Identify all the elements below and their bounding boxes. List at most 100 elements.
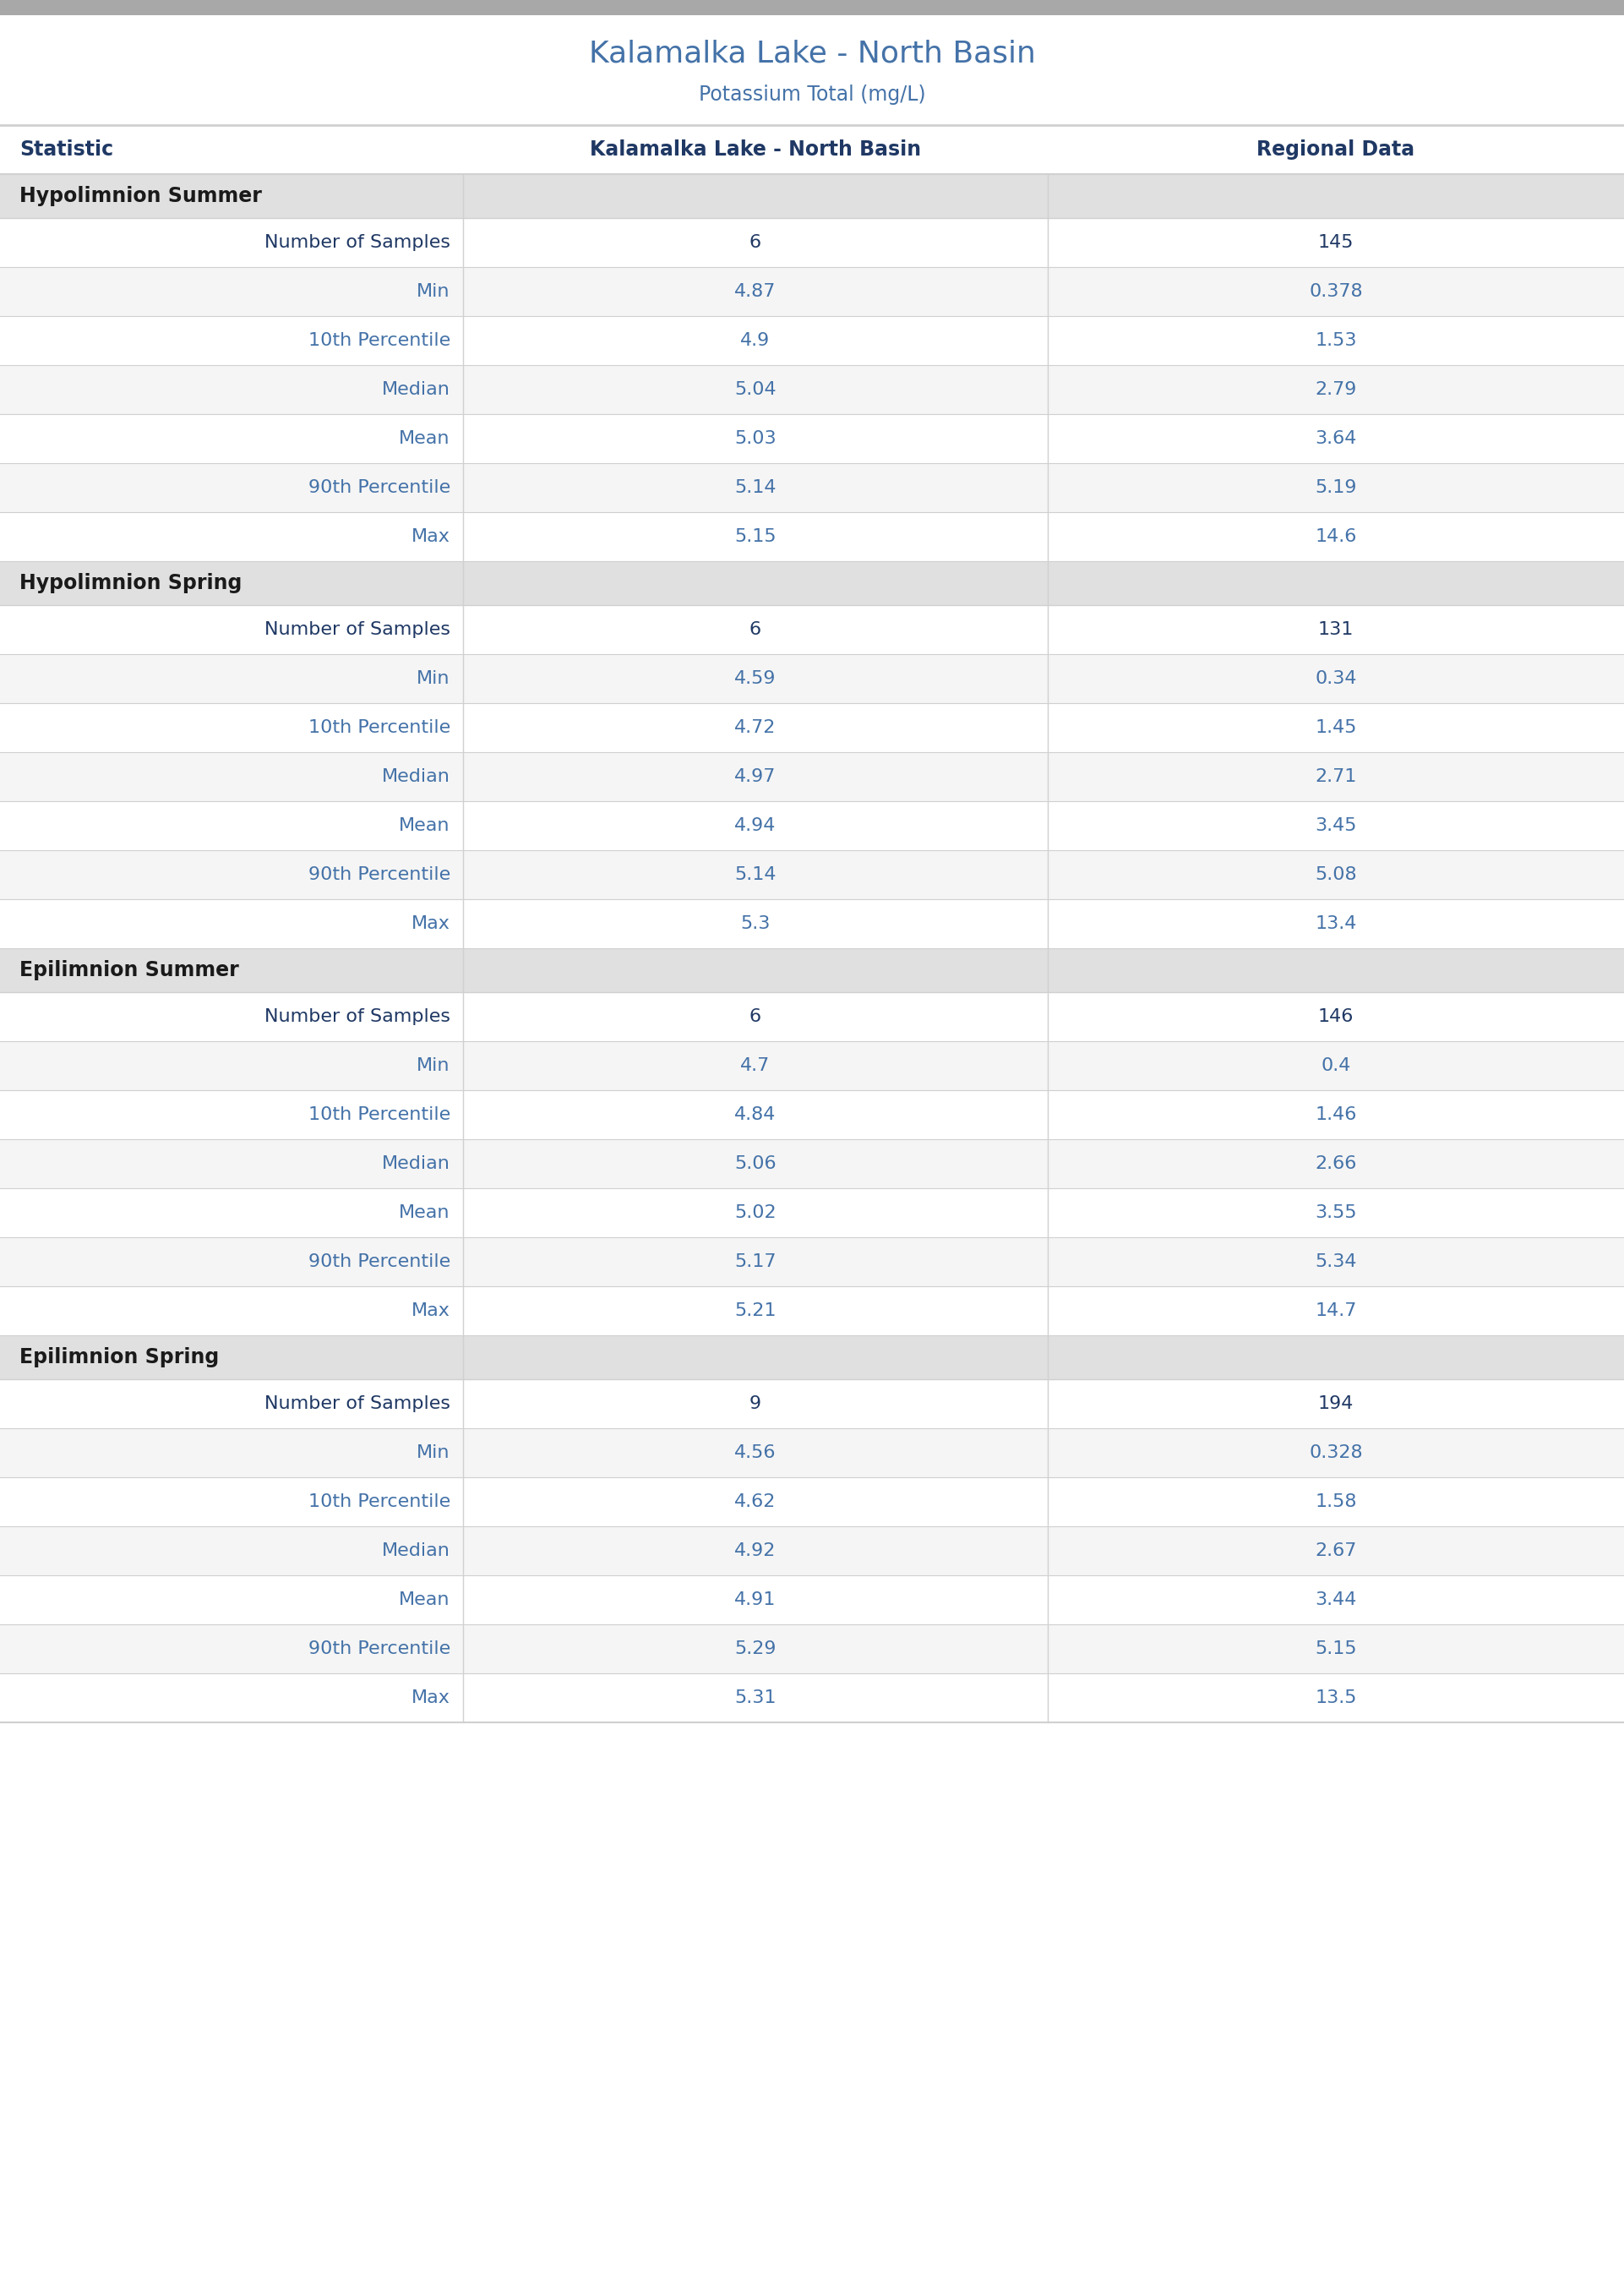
Text: Max: Max	[411, 1689, 450, 1707]
Bar	[0, 1287, 1624, 1335]
Text: Epilimnion Summer: Epilimnion Summer	[19, 960, 239, 981]
Bar	[0, 561, 1624, 606]
Text: 5.34: 5.34	[1315, 1253, 1356, 1271]
Text: Min: Min	[417, 1444, 450, 1462]
Text: Max: Max	[411, 915, 450, 933]
Text: 1.45: 1.45	[1315, 720, 1356, 735]
Text: 6: 6	[749, 1008, 762, 1026]
Text: 3.64: 3.64	[1315, 431, 1356, 447]
Text: 3.55: 3.55	[1315, 1205, 1356, 1221]
Text: 4.72: 4.72	[734, 720, 776, 735]
Text: 1.58: 1.58	[1315, 1494, 1356, 1510]
Text: 5.31: 5.31	[734, 1689, 776, 1707]
Text: Kalamalka Lake - North Basin: Kalamalka Lake - North Basin	[590, 138, 921, 159]
Text: 5.02: 5.02	[734, 1205, 776, 1221]
Bar	[0, 1428, 1624, 1478]
Bar	[0, 268, 1624, 316]
Text: 4.62: 4.62	[734, 1494, 776, 1510]
Bar	[0, 1380, 1624, 1428]
Text: 5.3: 5.3	[741, 915, 770, 933]
Text: 9: 9	[749, 1396, 762, 1412]
Text: 3.44: 3.44	[1315, 1591, 1356, 1607]
Bar	[0, 16, 1624, 125]
Bar	[0, 175, 1624, 218]
Text: Mean: Mean	[400, 431, 450, 447]
Text: 4.87: 4.87	[734, 284, 776, 300]
Text: 131: 131	[1317, 622, 1354, 638]
Text: 2.67: 2.67	[1315, 1541, 1356, 1559]
Text: Number of Samples: Number of Samples	[265, 622, 450, 638]
Bar	[0, 1673, 1624, 1723]
Text: Mean: Mean	[400, 1205, 450, 1221]
Text: 0.4: 0.4	[1320, 1058, 1351, 1074]
Text: Min: Min	[417, 284, 450, 300]
Bar	[0, 1625, 1624, 1673]
Bar	[0, 1335, 1624, 1380]
Text: Regional Data: Regional Data	[1257, 138, 1415, 159]
Bar	[0, 949, 1624, 992]
Text: Number of Samples: Number of Samples	[265, 1008, 450, 1026]
Text: 4.56: 4.56	[734, 1444, 776, 1462]
Text: 4.92: 4.92	[734, 1541, 776, 1559]
Text: 5.04: 5.04	[734, 381, 776, 397]
Text: 1.53: 1.53	[1315, 331, 1356, 350]
Text: 14.6: 14.6	[1315, 529, 1356, 545]
Text: 5.21: 5.21	[734, 1303, 776, 1319]
Text: 5.19: 5.19	[1315, 479, 1356, 497]
Bar	[0, 316, 1624, 365]
Text: 6: 6	[749, 234, 762, 252]
Text: 194: 194	[1317, 1396, 1354, 1412]
Text: 4.94: 4.94	[734, 817, 776, 833]
Bar	[0, 365, 1624, 413]
Text: 146: 146	[1317, 1008, 1354, 1026]
Text: 0.328: 0.328	[1309, 1444, 1363, 1462]
Text: 13.5: 13.5	[1315, 1689, 1356, 1707]
Text: 5.06: 5.06	[734, 1155, 776, 1171]
Text: 90th Percentile: 90th Percentile	[309, 1253, 450, 1271]
Bar	[0, 851, 1624, 899]
Text: Median: Median	[382, 767, 450, 785]
Bar	[0, 899, 1624, 949]
Bar	[0, 463, 1624, 513]
Text: Statistic: Statistic	[19, 138, 114, 159]
Bar	[0, 992, 1624, 1042]
Bar	[0, 1187, 1624, 1237]
Text: 5.15: 5.15	[1315, 1641, 1356, 1657]
Bar	[0, 704, 1624, 751]
Text: Number of Samples: Number of Samples	[265, 234, 450, 252]
Text: Mean: Mean	[400, 817, 450, 833]
Text: Hypolimnion Spring: Hypolimnion Spring	[19, 572, 242, 592]
Bar	[0, 413, 1624, 463]
Text: 2.66: 2.66	[1315, 1155, 1356, 1171]
Text: 4.84: 4.84	[734, 1105, 776, 1124]
Text: 3.45: 3.45	[1315, 817, 1356, 833]
Bar	[0, 0, 1624, 16]
Text: 5.14: 5.14	[734, 479, 776, 497]
Text: Epilimnion Spring: Epilimnion Spring	[19, 1346, 219, 1367]
Text: 5.03: 5.03	[734, 431, 776, 447]
Text: 90th Percentile: 90th Percentile	[309, 867, 450, 883]
Text: 145: 145	[1317, 234, 1354, 252]
Text: 5.15: 5.15	[734, 529, 776, 545]
Bar	[0, 1478, 1624, 1525]
Bar	[0, 1525, 1624, 1575]
Bar	[0, 1237, 1624, 1287]
Text: Median: Median	[382, 1541, 450, 1559]
Text: 2.71: 2.71	[1315, 767, 1356, 785]
Text: 0.378: 0.378	[1309, 284, 1363, 300]
Text: Hypolimnion Summer: Hypolimnion Summer	[19, 186, 261, 207]
Text: 4.9: 4.9	[741, 331, 770, 350]
Text: 4.91: 4.91	[734, 1591, 776, 1607]
Text: Min: Min	[417, 670, 450, 688]
Text: Max: Max	[411, 1303, 450, 1319]
Text: 4.7: 4.7	[741, 1058, 770, 1074]
Text: 5.08: 5.08	[1315, 867, 1356, 883]
Text: 2.79: 2.79	[1315, 381, 1356, 397]
Bar	[0, 1090, 1624, 1140]
Bar	[0, 1575, 1624, 1625]
Bar	[0, 513, 1624, 561]
Text: 10th Percentile: 10th Percentile	[309, 720, 450, 735]
Text: 0.34: 0.34	[1315, 670, 1356, 688]
Bar	[0, 606, 1624, 654]
Text: 4.59: 4.59	[734, 670, 776, 688]
